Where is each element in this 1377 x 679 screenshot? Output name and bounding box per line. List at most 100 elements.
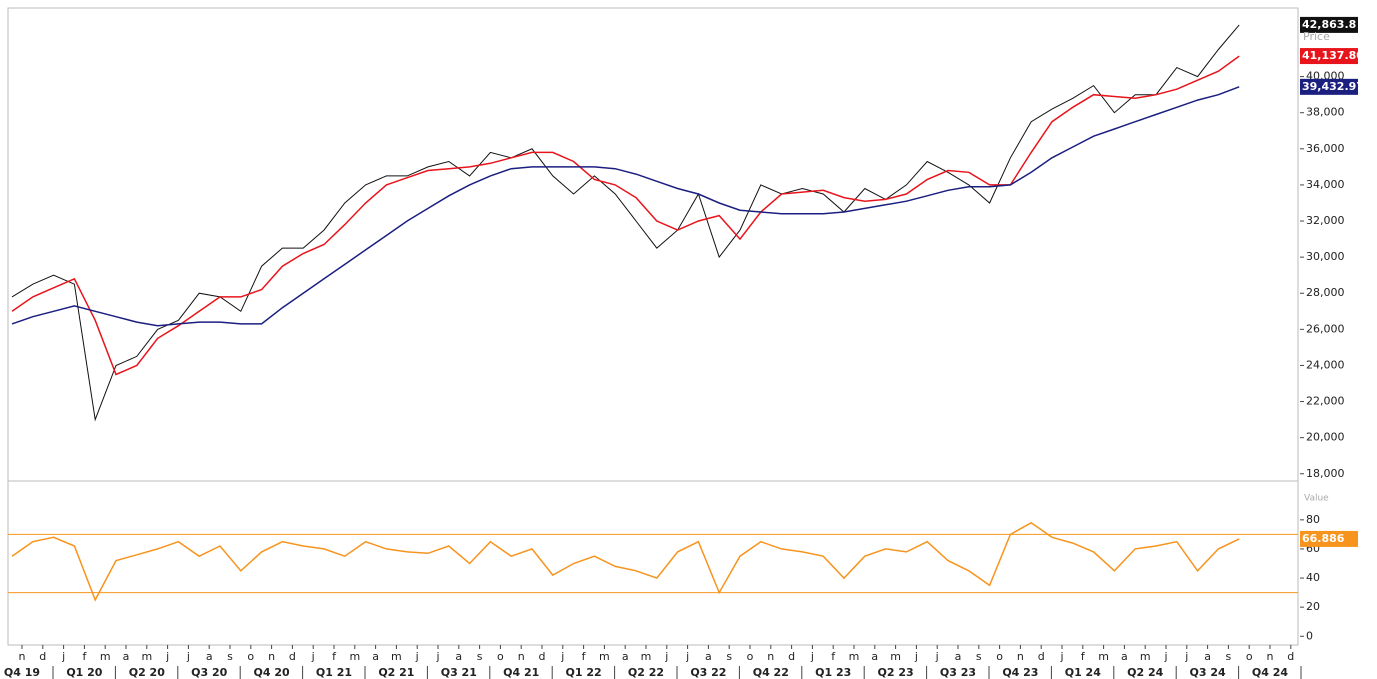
x-tick-label: a [123, 650, 130, 663]
x-tick-label: j [415, 650, 419, 663]
x-tick-label: o [247, 650, 254, 663]
quarter-label: Q3 22 [690, 666, 726, 679]
quarter-label: Q1 24 [1065, 666, 1101, 679]
last-value-box [1300, 78, 1358, 95]
series-line [11, 24, 1240, 422]
x-tick-label: n [268, 650, 275, 663]
x-tick-label: f [82, 650, 87, 663]
y-tick-label: 22,000 [1306, 395, 1345, 408]
x-tick-label: d [289, 650, 296, 663]
x-tick-label: m [349, 650, 360, 663]
x-tick-label: d [1287, 650, 1294, 663]
last-value-label: 66.886 [1302, 532, 1345, 545]
quarter-label: Q4 22 [753, 666, 789, 679]
y-tick-label: 34,000 [1306, 178, 1345, 191]
x-tick-label: j [61, 650, 65, 663]
quarter-label: Q4 20 [254, 666, 290, 679]
x-tick-label: n [1017, 650, 1024, 663]
x-tick-label: m [391, 650, 402, 663]
x-tick-label: m [100, 650, 111, 663]
x-tick-label: d [539, 650, 546, 663]
x-tick-label: n [19, 650, 26, 663]
x-tick-label: j [810, 650, 814, 663]
x-tick-label: j [435, 650, 439, 663]
x-tick-label: d [39, 650, 46, 663]
x-tick-label: s [976, 650, 982, 663]
x-tick-label: m [599, 650, 610, 663]
axis-label: Value [1304, 494, 1329, 504]
x-tick-label: n [1267, 650, 1274, 663]
x-tick-label: m [141, 650, 152, 663]
last-value-label: 39,432.97 [1302, 80, 1364, 93]
quarter-label: Q1 20 [66, 666, 102, 679]
x-tick-label: a [871, 650, 878, 663]
x-tick-label: m [641, 650, 652, 663]
y-tick-label: 26,000 [1306, 322, 1345, 335]
x-tick-label: j [935, 650, 939, 663]
x-tick-label: f [831, 650, 836, 663]
x-tick-label: o [1246, 650, 1253, 663]
quarter-label: Q4 24 [1252, 666, 1288, 679]
quarter-label: Q2 24 [1127, 666, 1163, 679]
quarter-label: Q1 22 [566, 666, 602, 679]
quarter-label: Q3 23 [940, 666, 976, 679]
quarter-label: Q2 22 [628, 666, 664, 679]
x-tick-label: d [1038, 650, 1045, 663]
x-tick-label: j [914, 650, 918, 663]
x-tick-label: j [311, 650, 315, 663]
x-tick-label: o [996, 650, 1003, 663]
y-tick-label: 20,000 [1306, 431, 1345, 444]
x-tick-label: f [582, 650, 587, 663]
x-tick-label: a [1121, 650, 1128, 663]
x-tick-label: j [685, 650, 689, 663]
quarter-label: Q4 19 [4, 666, 40, 679]
x-tick-label: f [1081, 650, 1086, 663]
x-tick-label: m [1098, 650, 1109, 663]
quarter-label: Q3 20 [191, 666, 227, 679]
x-tick-label: a [622, 650, 629, 663]
y-tick-label: 36,000 [1306, 142, 1345, 155]
x-tick-label: o [497, 650, 504, 663]
last-value-box [1300, 530, 1358, 547]
x-tick-label: j [186, 650, 190, 663]
x-tick-label: n [767, 650, 774, 663]
frame [7, 7, 1299, 646]
x-tick-label: a [955, 650, 962, 663]
y-tick-label: 80 [1306, 513, 1320, 526]
x-tick-label: j [1163, 650, 1167, 663]
y-tick-label: 18,000 [1306, 467, 1345, 480]
series-line [11, 86, 1240, 327]
x-tick-label: m [890, 650, 901, 663]
y-tick-label: 28,000 [1306, 286, 1345, 299]
last-value-box [1300, 16, 1358, 33]
x-tick-label: a [705, 650, 712, 663]
y-tick-label: 24,000 [1306, 358, 1345, 371]
series-line [11, 55, 1240, 376]
x-tick-label: m [849, 650, 860, 663]
x-tick-label: s [1226, 650, 1232, 663]
x-tick-label: s [726, 650, 732, 663]
x-tick-label: a [372, 650, 379, 663]
x-tick-label: s [477, 650, 483, 663]
x-tick-label: j [1184, 650, 1188, 663]
quarter-label: Q2 20 [129, 666, 165, 679]
x-tick-label: a [1204, 650, 1211, 663]
quarter-label: Q2 21 [378, 666, 414, 679]
y-tick-label: 0 [1306, 629, 1313, 642]
last-value-label: 41,137.80 [1302, 49, 1364, 62]
quarter-label: Q2 23 [878, 666, 914, 679]
x-tick-label: a [455, 650, 462, 663]
series-line [11, 521, 1240, 602]
y-tick-label: 40 [1306, 571, 1320, 584]
x-tick-label: j [1059, 650, 1063, 663]
x-tick-label: m [1140, 650, 1151, 663]
x-tick-label: a [206, 650, 213, 663]
x-tick-label: j [165, 650, 169, 663]
quarter-label: Q3 24 [1190, 666, 1226, 679]
x-tick-label: f [332, 650, 337, 663]
y-tick-label: 30,000 [1306, 250, 1345, 263]
x-tick-label: d [788, 650, 795, 663]
y-tick-label: 20 [1306, 600, 1320, 613]
quarter-label: Q4 23 [1002, 666, 1038, 679]
